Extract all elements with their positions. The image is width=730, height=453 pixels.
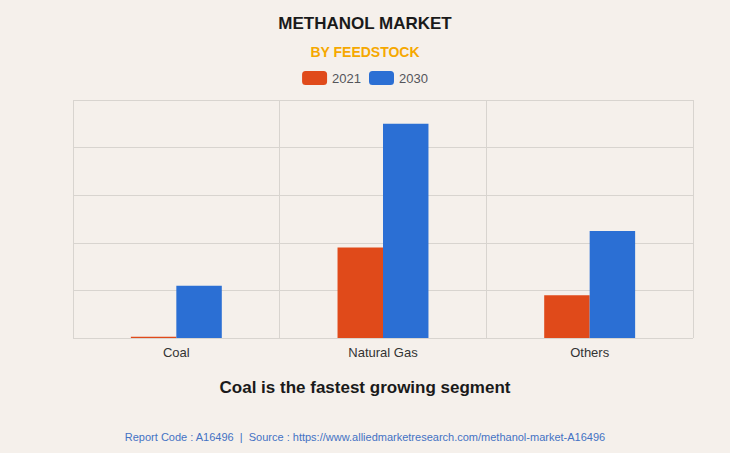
svg-text:METHANOL MARKET: METHANOL MARKET bbox=[278, 14, 452, 33]
svg-text:Natural Gas: Natural Gas bbox=[348, 345, 418, 360]
svg-text:Coal: Coal bbox=[163, 345, 190, 360]
svg-text:2021: 2021 bbox=[332, 71, 361, 86]
svg-text:Report Code : A16496 | Sourc: Report Code : A16496 | Source : https://… bbox=[125, 431, 605, 443]
svg-text:Others: Others bbox=[570, 345, 610, 360]
svg-text:Coal is the fastest growing se: Coal is the fastest growing segment bbox=[220, 378, 511, 397]
svg-text:BY FEEDSTOCK: BY FEEDSTOCK bbox=[310, 44, 419, 60]
svg-text:2030: 2030 bbox=[399, 71, 428, 86]
